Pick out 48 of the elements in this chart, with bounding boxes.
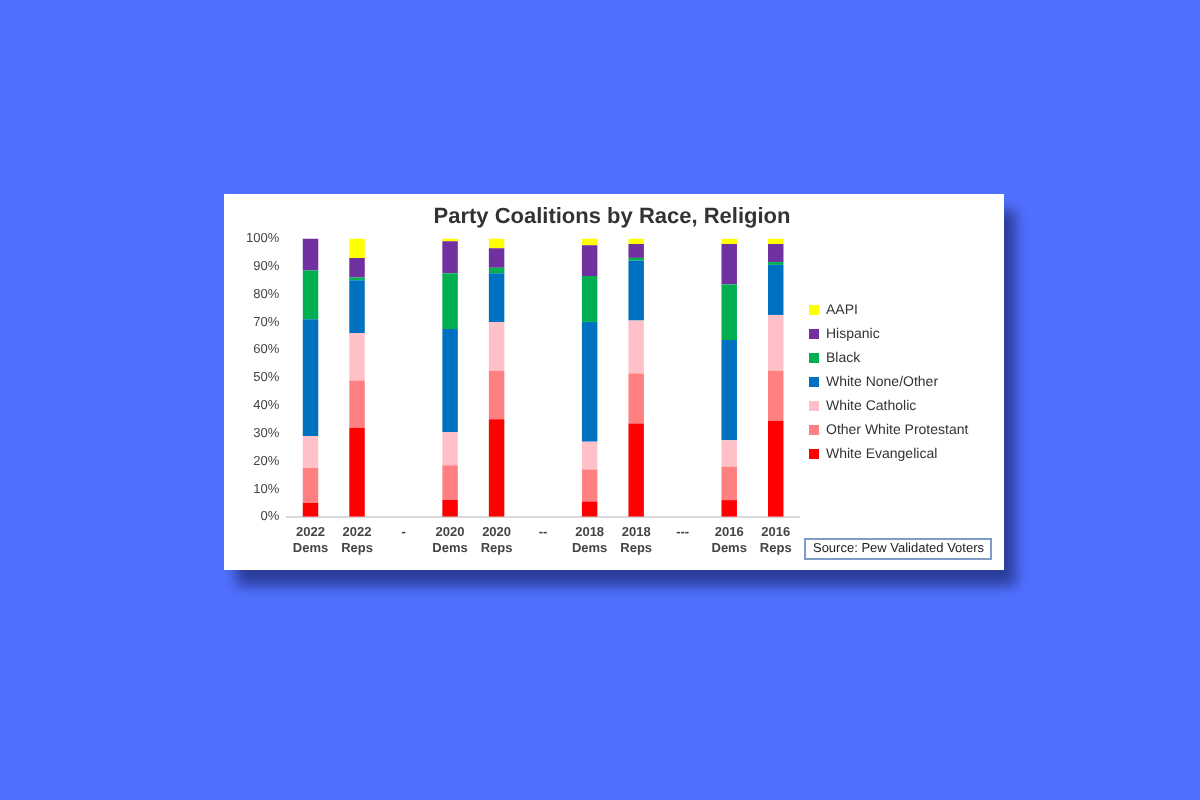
bar — [721, 500, 737, 517]
bar — [581, 275, 598, 322]
bar — [768, 370, 784, 421]
bar — [768, 243, 784, 263]
bar — [488, 248, 505, 268]
bar — [721, 238, 737, 244]
bar — [442, 328, 458, 432]
bar — [768, 420, 784, 517]
bar — [628, 320, 644, 374]
bar — [768, 314, 784, 371]
bar — [442, 431, 458, 466]
bar — [302, 502, 319, 517]
bar — [302, 319, 319, 437]
bar — [581, 501, 598, 517]
bar — [628, 243, 644, 258]
bar — [581, 245, 598, 276]
bar — [442, 273, 458, 329]
bar — [628, 260, 644, 321]
bar — [628, 373, 644, 424]
bar — [349, 257, 365, 278]
bar — [721, 340, 737, 441]
bar — [628, 238, 644, 244]
bar — [721, 440, 737, 467]
bar — [442, 465, 458, 501]
bar — [488, 321, 505, 371]
bar — [488, 370, 505, 420]
bar — [581, 321, 598, 442]
bar — [721, 284, 737, 341]
bar — [442, 241, 458, 274]
bar — [628, 423, 644, 517]
bar — [768, 264, 784, 315]
bar — [721, 243, 737, 285]
bar — [302, 468, 319, 503]
bar — [349, 238, 365, 258]
bar — [302, 238, 319, 271]
bar — [488, 273, 505, 322]
bar — [349, 280, 365, 334]
bar — [442, 500, 458, 517]
bar — [302, 436, 319, 469]
bar — [349, 427, 365, 517]
bar — [581, 441, 598, 470]
bar — [349, 333, 365, 381]
bar — [581, 469, 598, 502]
chart-title: Party Coalitions by Race, Religion — [433, 205, 792, 230]
bar — [721, 466, 737, 501]
bar — [488, 419, 505, 517]
bar — [349, 380, 365, 428]
bar — [302, 270, 319, 320]
